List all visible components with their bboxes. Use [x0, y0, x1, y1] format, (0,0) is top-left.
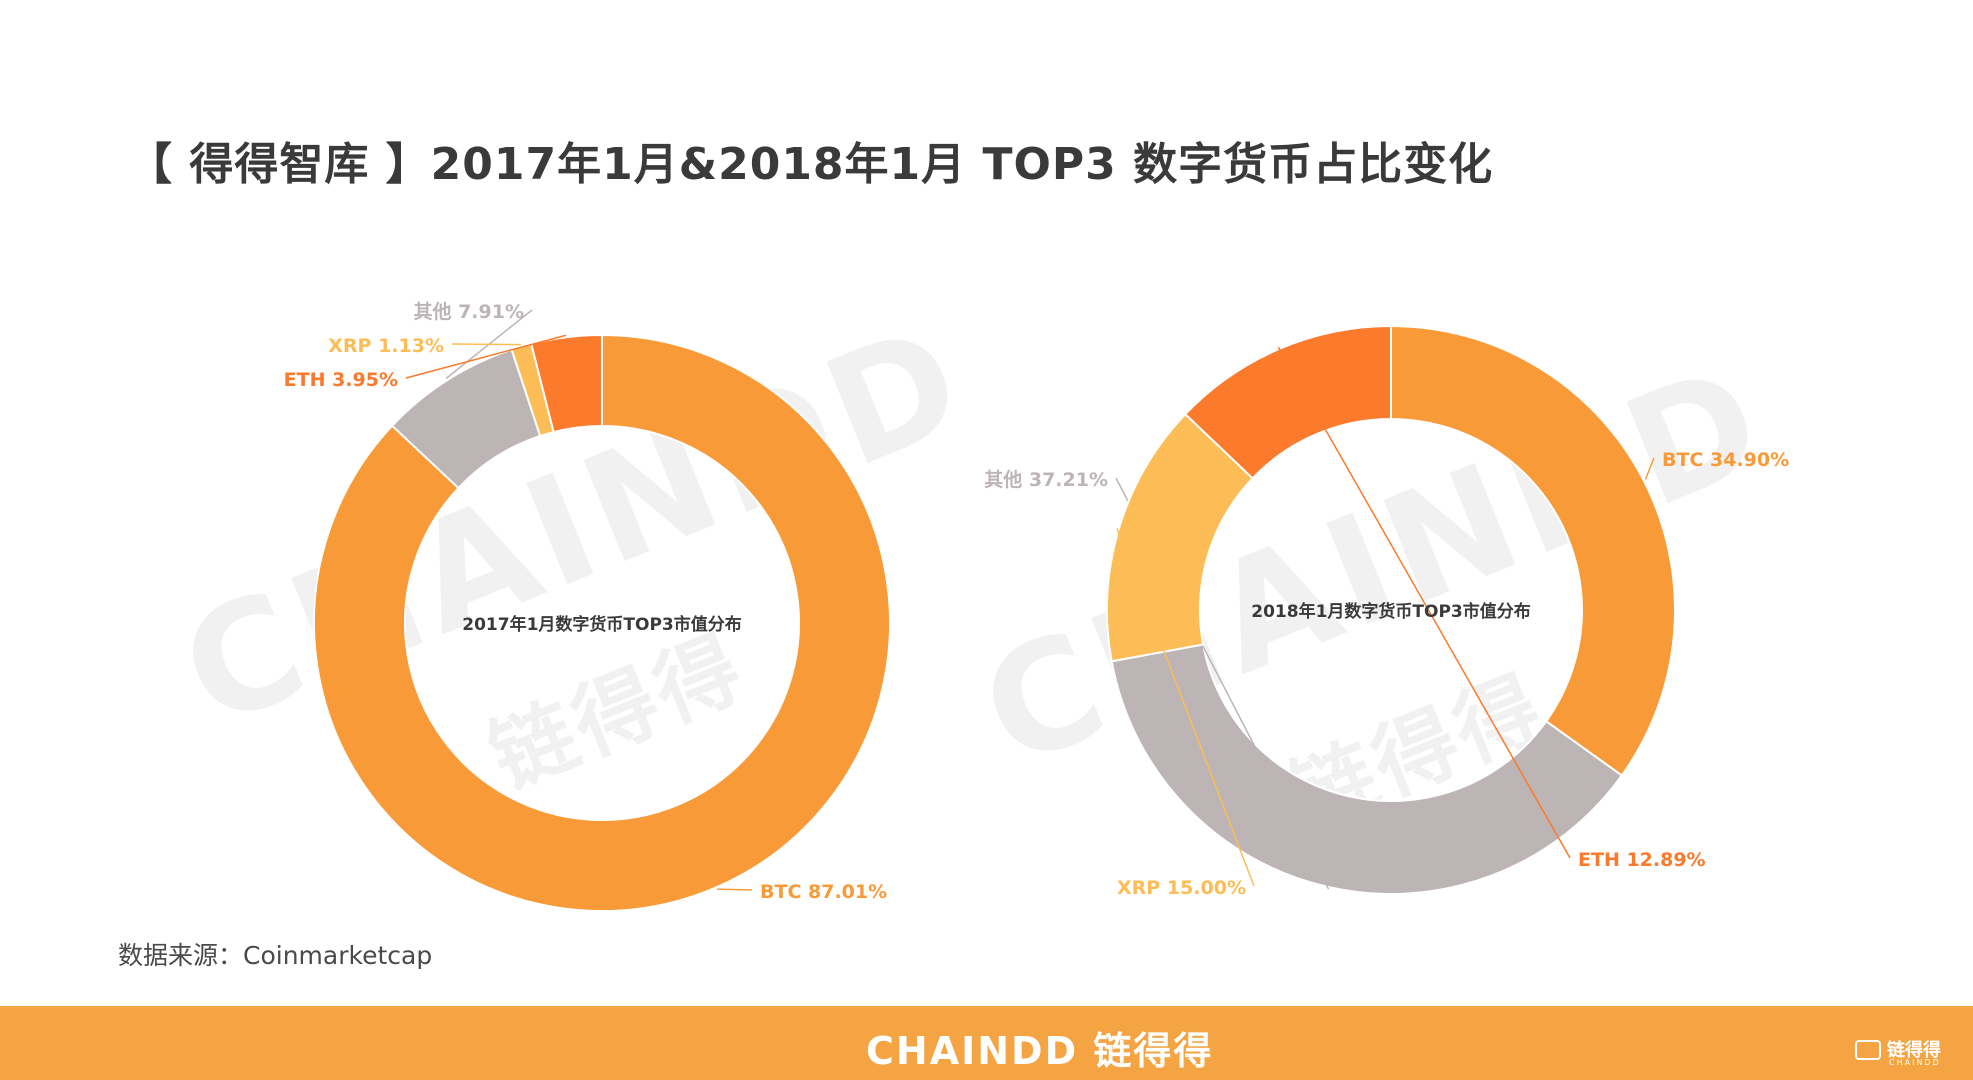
corner-logo: 链得得 CHAINDD	[1855, 1034, 1951, 1072]
slice-btc	[313, 333, 891, 912]
data-label-btc: BTC 34.90%	[1662, 449, 1789, 471]
data-label-btc: BTC 87.01%	[760, 881, 887, 903]
data-label-xrp: XRP 15.00%	[1117, 877, 1246, 899]
footer-logo: CHAINDD 链得得	[866, 1029, 1214, 1073]
data-label-xrp: XRP 1.13%	[328, 335, 444, 357]
slice-eth	[1183, 324, 1392, 480]
center-label: 2018年1月数字货币TOP3市值分布	[1251, 601, 1530, 622]
data-label-other: 其他 7.91%	[413, 300, 524, 323]
slice-btc	[1390, 324, 1676, 777]
leader-line-xrp	[451, 343, 521, 346]
donut-chart-1: BTC 87.01% 其他 7.91% XRP 1.13% ETH 3.95% 2017…	[284, 300, 891, 912]
data-source: 数据来源：Coinmarketcap	[118, 941, 433, 970]
corner-logo-text: 链得得	[1887, 1040, 1941, 1061]
data-label-other: 其他 37.21%	[984, 468, 1108, 491]
donut-chart-2: BTC 34.90% 其他 37.21% XRP 15.00% ETH 12.89% 2…	[984, 324, 1789, 899]
leader-line-btc	[717, 888, 753, 891]
leader-line-xrp	[1116, 528, 1255, 887]
slice-other	[1110, 643, 1624, 895]
logo-icon	[1855, 1040, 1881, 1060]
leader-line-eth	[1277, 346, 1571, 859]
leader-line-btc	[1644, 457, 1655, 480]
footer-bar: CHAINDD 链得得 链得得 CHAINDD	[0, 1006, 1973, 1080]
page-title: 【 得得智库 】2017年1月&2018年1月 TOP3 数字货币占比变化	[128, 139, 1494, 190]
center-label: 2017年1月数字货币TOP3市值分布	[462, 614, 741, 635]
leader-line-eth	[405, 334, 567, 379]
donut-charts: BTC 87.01% 其他 7.91% XRP 1.13% ETH 3.95% 2017…	[284, 300, 1789, 912]
corner-logo-sub: CHAINDD	[1889, 1058, 1941, 1067]
data-label-eth: ETH 3.95%	[284, 369, 398, 391]
data-label-eth: ETH 12.89%	[1578, 849, 1706, 871]
